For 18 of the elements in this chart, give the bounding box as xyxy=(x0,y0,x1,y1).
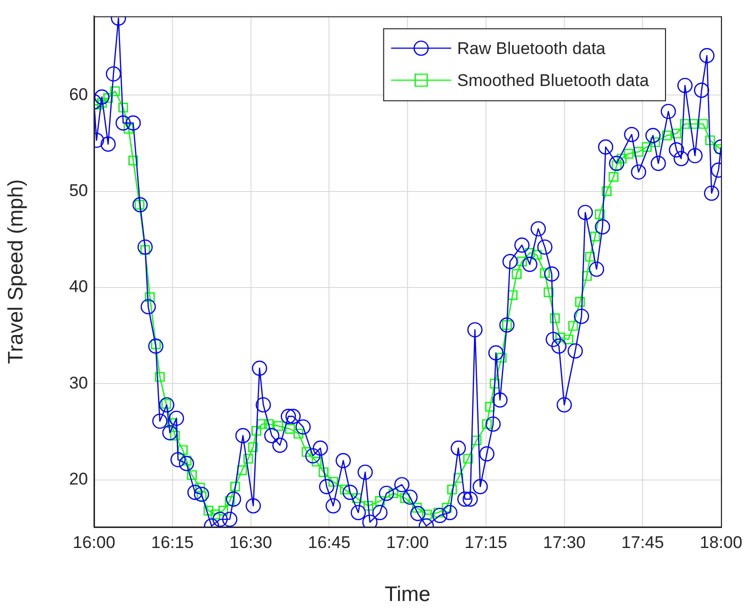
x-axis-title: Time xyxy=(384,583,430,606)
y-tick-label: 30 xyxy=(69,373,88,392)
x-tick-label: 16:30 xyxy=(229,532,272,552)
x-tick-label: 18:00 xyxy=(700,532,742,552)
y-tick-label: 50 xyxy=(69,180,88,200)
y-tick-label: 40 xyxy=(69,277,88,296)
x-tick-label: 17:00 xyxy=(386,532,429,552)
legend-label: Raw Bluetooth data xyxy=(457,38,606,58)
x-tick-label: 17:45 xyxy=(621,532,664,552)
legend-label: Smoothed Bluetooth data xyxy=(457,70,650,90)
x-tick-label: 16:00 xyxy=(72,532,116,552)
x-tick-label: 16:15 xyxy=(151,532,194,552)
x-tick-label: 16:45 xyxy=(308,532,350,552)
x-tick-label: 17:15 xyxy=(464,532,508,552)
y-tick-label: 20 xyxy=(69,470,88,489)
y-tick-label: 60 xyxy=(69,84,88,104)
y-axis-title: Travel Speed (mph) xyxy=(4,179,28,364)
x-tick-label: 17:30 xyxy=(542,532,586,552)
